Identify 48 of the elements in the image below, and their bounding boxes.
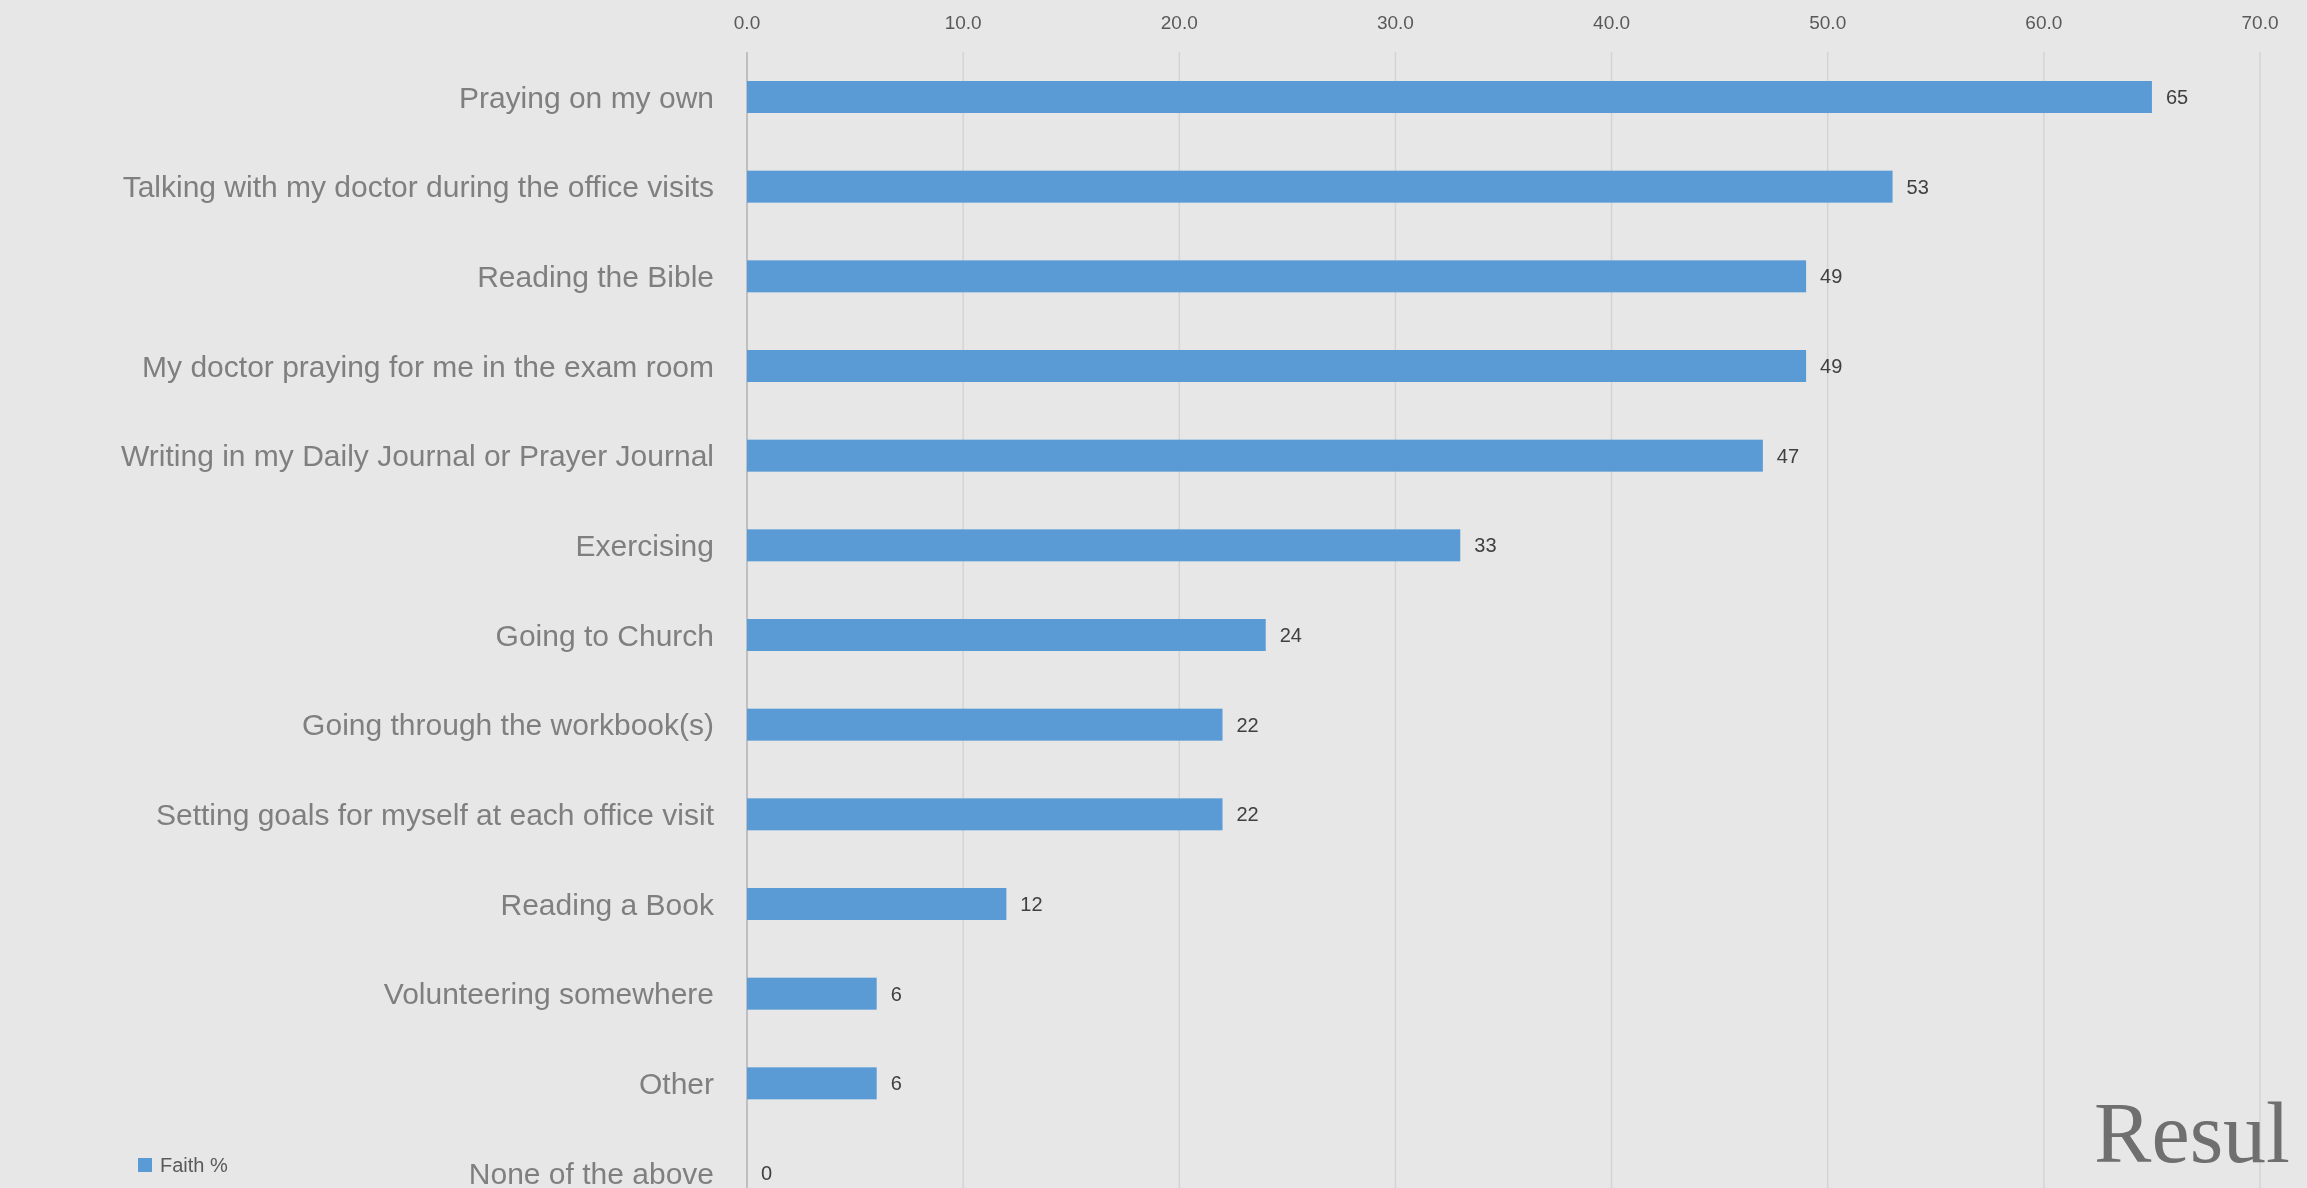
y-tick-label: Other — [638, 1066, 715, 1100]
data-label: 6 — [890, 982, 902, 1005]
data-label: 22 — [1236, 713, 1259, 736]
data-label: 33 — [1474, 534, 1497, 557]
annotation: Resul — [2094, 1085, 2290, 1181]
data-label: 47 — [1776, 444, 1800, 467]
bar — [747, 888, 1007, 920]
y-tick-label: Volunteering somewhere — [383, 977, 714, 1011]
bar — [747, 170, 1893, 203]
bar — [747, 977, 877, 1010]
x-tick-label: 70.0 — [2241, 11, 2279, 33]
y-tick-label: Going through the workbook(s) — [302, 708, 714, 742]
data-label: 49 — [1820, 265, 1843, 288]
data-label: 65 — [2165, 86, 2189, 108]
legend-label: Faith % — [160, 1154, 229, 1176]
bar — [747, 260, 1807, 293]
x-tick-label: 40.0 — [1593, 11, 1631, 33]
y-tick-label: Reading a Book — [500, 887, 715, 921]
y-tick-label: Talking with my doctor during the office visits — [122, 170, 714, 204]
bar — [747, 708, 1223, 741]
data-label: 0 — [761, 1162, 773, 1184]
bar — [747, 1067, 877, 1100]
bar — [747, 81, 2152, 113]
bar — [747, 529, 1461, 562]
y-tick-label: Going to Church — [495, 618, 714, 652]
y-tick-label: Setting goals for myself at each office visit — [155, 797, 715, 831]
bar — [747, 798, 1223, 831]
data-label: 6 — [890, 1072, 902, 1095]
data-label: 49 — [1820, 355, 1843, 377]
data-label: 24 — [1279, 624, 1302, 646]
bar — [747, 350, 1807, 382]
bar — [747, 439, 1763, 472]
x-tick-label: 0.0 — [733, 11, 761, 33]
x-tick-label: 20.0 — [1160, 11, 1198, 33]
y-tick-label: Exercising — [575, 528, 714, 562]
data-label: 12 — [1020, 893, 1043, 915]
y-tick-label: Praying on my own — [458, 80, 714, 114]
x-tick-label: 60.0 — [2025, 11, 2063, 33]
y-tick-label: None of the above — [468, 1156, 714, 1188]
y-tick-label: Reading the Bible — [477, 259, 714, 293]
x-tick-label: 30.0 — [1376, 11, 1414, 33]
data-label: 53 — [1906, 175, 1929, 198]
y-tick-label: Writing in my Daily Journal or Prayer Journal — [121, 439, 714, 473]
data-label: 22 — [1236, 803, 1259, 826]
x-tick-label: 50.0 — [1809, 11, 1847, 33]
x-tick-label: 10.0 — [944, 11, 982, 33]
y-tick-label: My doctor praying for me in the exam room — [142, 349, 714, 383]
bar — [747, 619, 1266, 651]
